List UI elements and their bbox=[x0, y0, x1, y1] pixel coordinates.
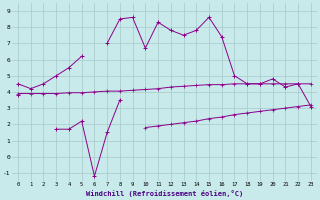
X-axis label: Windchill (Refroidissement éolien,°C): Windchill (Refroidissement éolien,°C) bbox=[86, 190, 243, 197]
